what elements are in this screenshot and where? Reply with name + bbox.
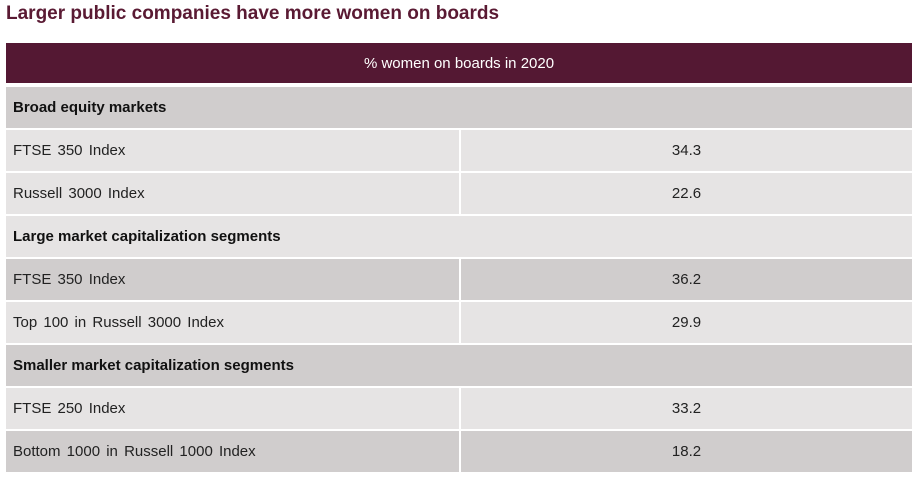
table-row: FTSE 250 Index 33.2 [6, 388, 912, 431]
row-value: 22.6 [671, 185, 702, 202]
row-value: 34.3 [671, 142, 702, 159]
table-row: FTSE 350 Index 34.3 [6, 130, 912, 173]
table-row: Russell 3000 Index 22.6 [6, 173, 912, 216]
row-label: Russell 3000 Index [6, 173, 461, 214]
row-label: Bottom 1000 in Russell 1000 Index [6, 431, 461, 472]
data-table: % women on boards in 2020 Broad equity m… [6, 43, 912, 474]
section-heading-small-cap: Smaller market capitalization segments [6, 345, 912, 388]
table-row: Bottom 1000 in Russell 1000 Index 18.2 [6, 431, 912, 474]
row-value: 33.2 [671, 400, 702, 417]
section-heading-broad: Broad equity markets [6, 87, 912, 130]
row-value: 36.2 [671, 271, 702, 288]
table-row: FTSE 350 Index 36.2 [6, 259, 912, 302]
chart-title: Larger public companies have more women … [6, 3, 500, 24]
row-value: 29.9 [671, 314, 702, 331]
table-header: % women on boards in 2020 [6, 43, 912, 83]
row-label: FTSE 350 Index [6, 259, 461, 300]
row-label: FTSE 350 Index [6, 130, 461, 171]
row-label: FTSE 250 Index [6, 388, 461, 429]
table-row: Top 100 in Russell 3000 Index 29.9 [6, 302, 912, 345]
row-value: 18.2 [671, 443, 702, 460]
row-label: Top 100 in Russell 3000 Index [6, 302, 461, 343]
section-heading-large-cap: Large market capitalization segments [6, 216, 912, 259]
